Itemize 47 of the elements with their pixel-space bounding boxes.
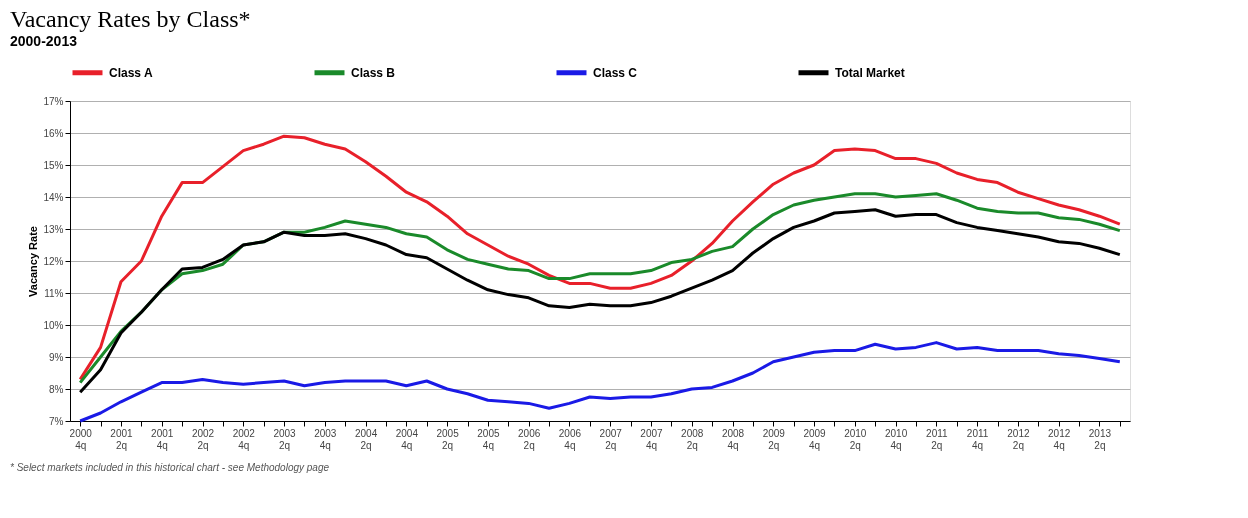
x-tick-label: 2001 2q — [110, 427, 134, 451]
line-series — [78, 341, 1122, 423]
y-axis-title: Vacancy Rate — [27, 226, 40, 297]
legend-label: Total Market — [835, 65, 905, 80]
legend-label: Class B — [351, 65, 396, 80]
text: * Select markets included in this historical chart - see Methodology page — [10, 462, 330, 473]
y-tick-label: 7% — [49, 415, 64, 427]
x-tick-label: 2013 2q — [1088, 427, 1112, 451]
chart-subtitle: 2000-2013 — [10, 33, 78, 49]
x-tick-label: 2006 2q — [518, 427, 541, 451]
x-tick-label: 2008 4q — [721, 427, 745, 451]
legend-label: Class C — [593, 65, 638, 80]
x-tick-label: 2000 4q — [69, 427, 93, 451]
y-tick-label: 14% — [43, 191, 64, 203]
x-tick-label: 2005 2q — [436, 427, 460, 451]
x-tick-label: 2005 4q — [477, 427, 500, 451]
x-tick-label: 2012 4q — [1048, 427, 1071, 451]
x-tick-label: 2001 4q — [151, 427, 174, 451]
x-tick-label: 2010 4q — [884, 427, 908, 451]
x-tick-label: 2007 4q — [640, 427, 664, 451]
y-tick-label: 9% — [49, 351, 64, 363]
x-tick-label: 2010 2q — [844, 427, 867, 451]
x-tick-label: 2012 2q — [1007, 427, 1030, 451]
y-tick-label: 11% — [44, 287, 64, 299]
x-tick-label: 2002 4q — [232, 427, 256, 451]
y-tick-label: 8% — [49, 383, 64, 395]
x-tick-label: 2011 4q — [966, 427, 989, 451]
y-tick-label: 17% — [43, 95, 64, 107]
y-tick-label: 13% — [43, 223, 64, 235]
line-series — [78, 134, 1122, 381]
y-tick-label: 16% — [43, 127, 64, 139]
chart-title: Vacancy Rates by Class* — [10, 6, 251, 32]
x-tick-label: 2007 2q — [599, 427, 623, 451]
x-tick-label: 2009 2q — [762, 427, 786, 451]
y-tick-label: 12% — [43, 255, 64, 267]
y-tick-label: 10% — [43, 319, 64, 331]
x-tick-label: 2004 4q — [395, 427, 419, 451]
x-tick-label: 2008 2q — [681, 427, 704, 451]
x-tick-label: 2003 4q — [314, 427, 337, 451]
x-tick-label: 2011 2q — [926, 427, 949, 451]
x-tick-label: 2009 4q — [803, 427, 827, 451]
x-tick-label: 2006 4q — [558, 427, 582, 451]
y-tick-label: 15% — [43, 159, 64, 171]
x-tick-label: 2002 2q — [191, 427, 215, 451]
x-tick-label: 2003 2q — [273, 427, 297, 451]
legend-label: Class A — [109, 65, 153, 80]
x-tick-label: 2004 2q — [354, 427, 378, 451]
